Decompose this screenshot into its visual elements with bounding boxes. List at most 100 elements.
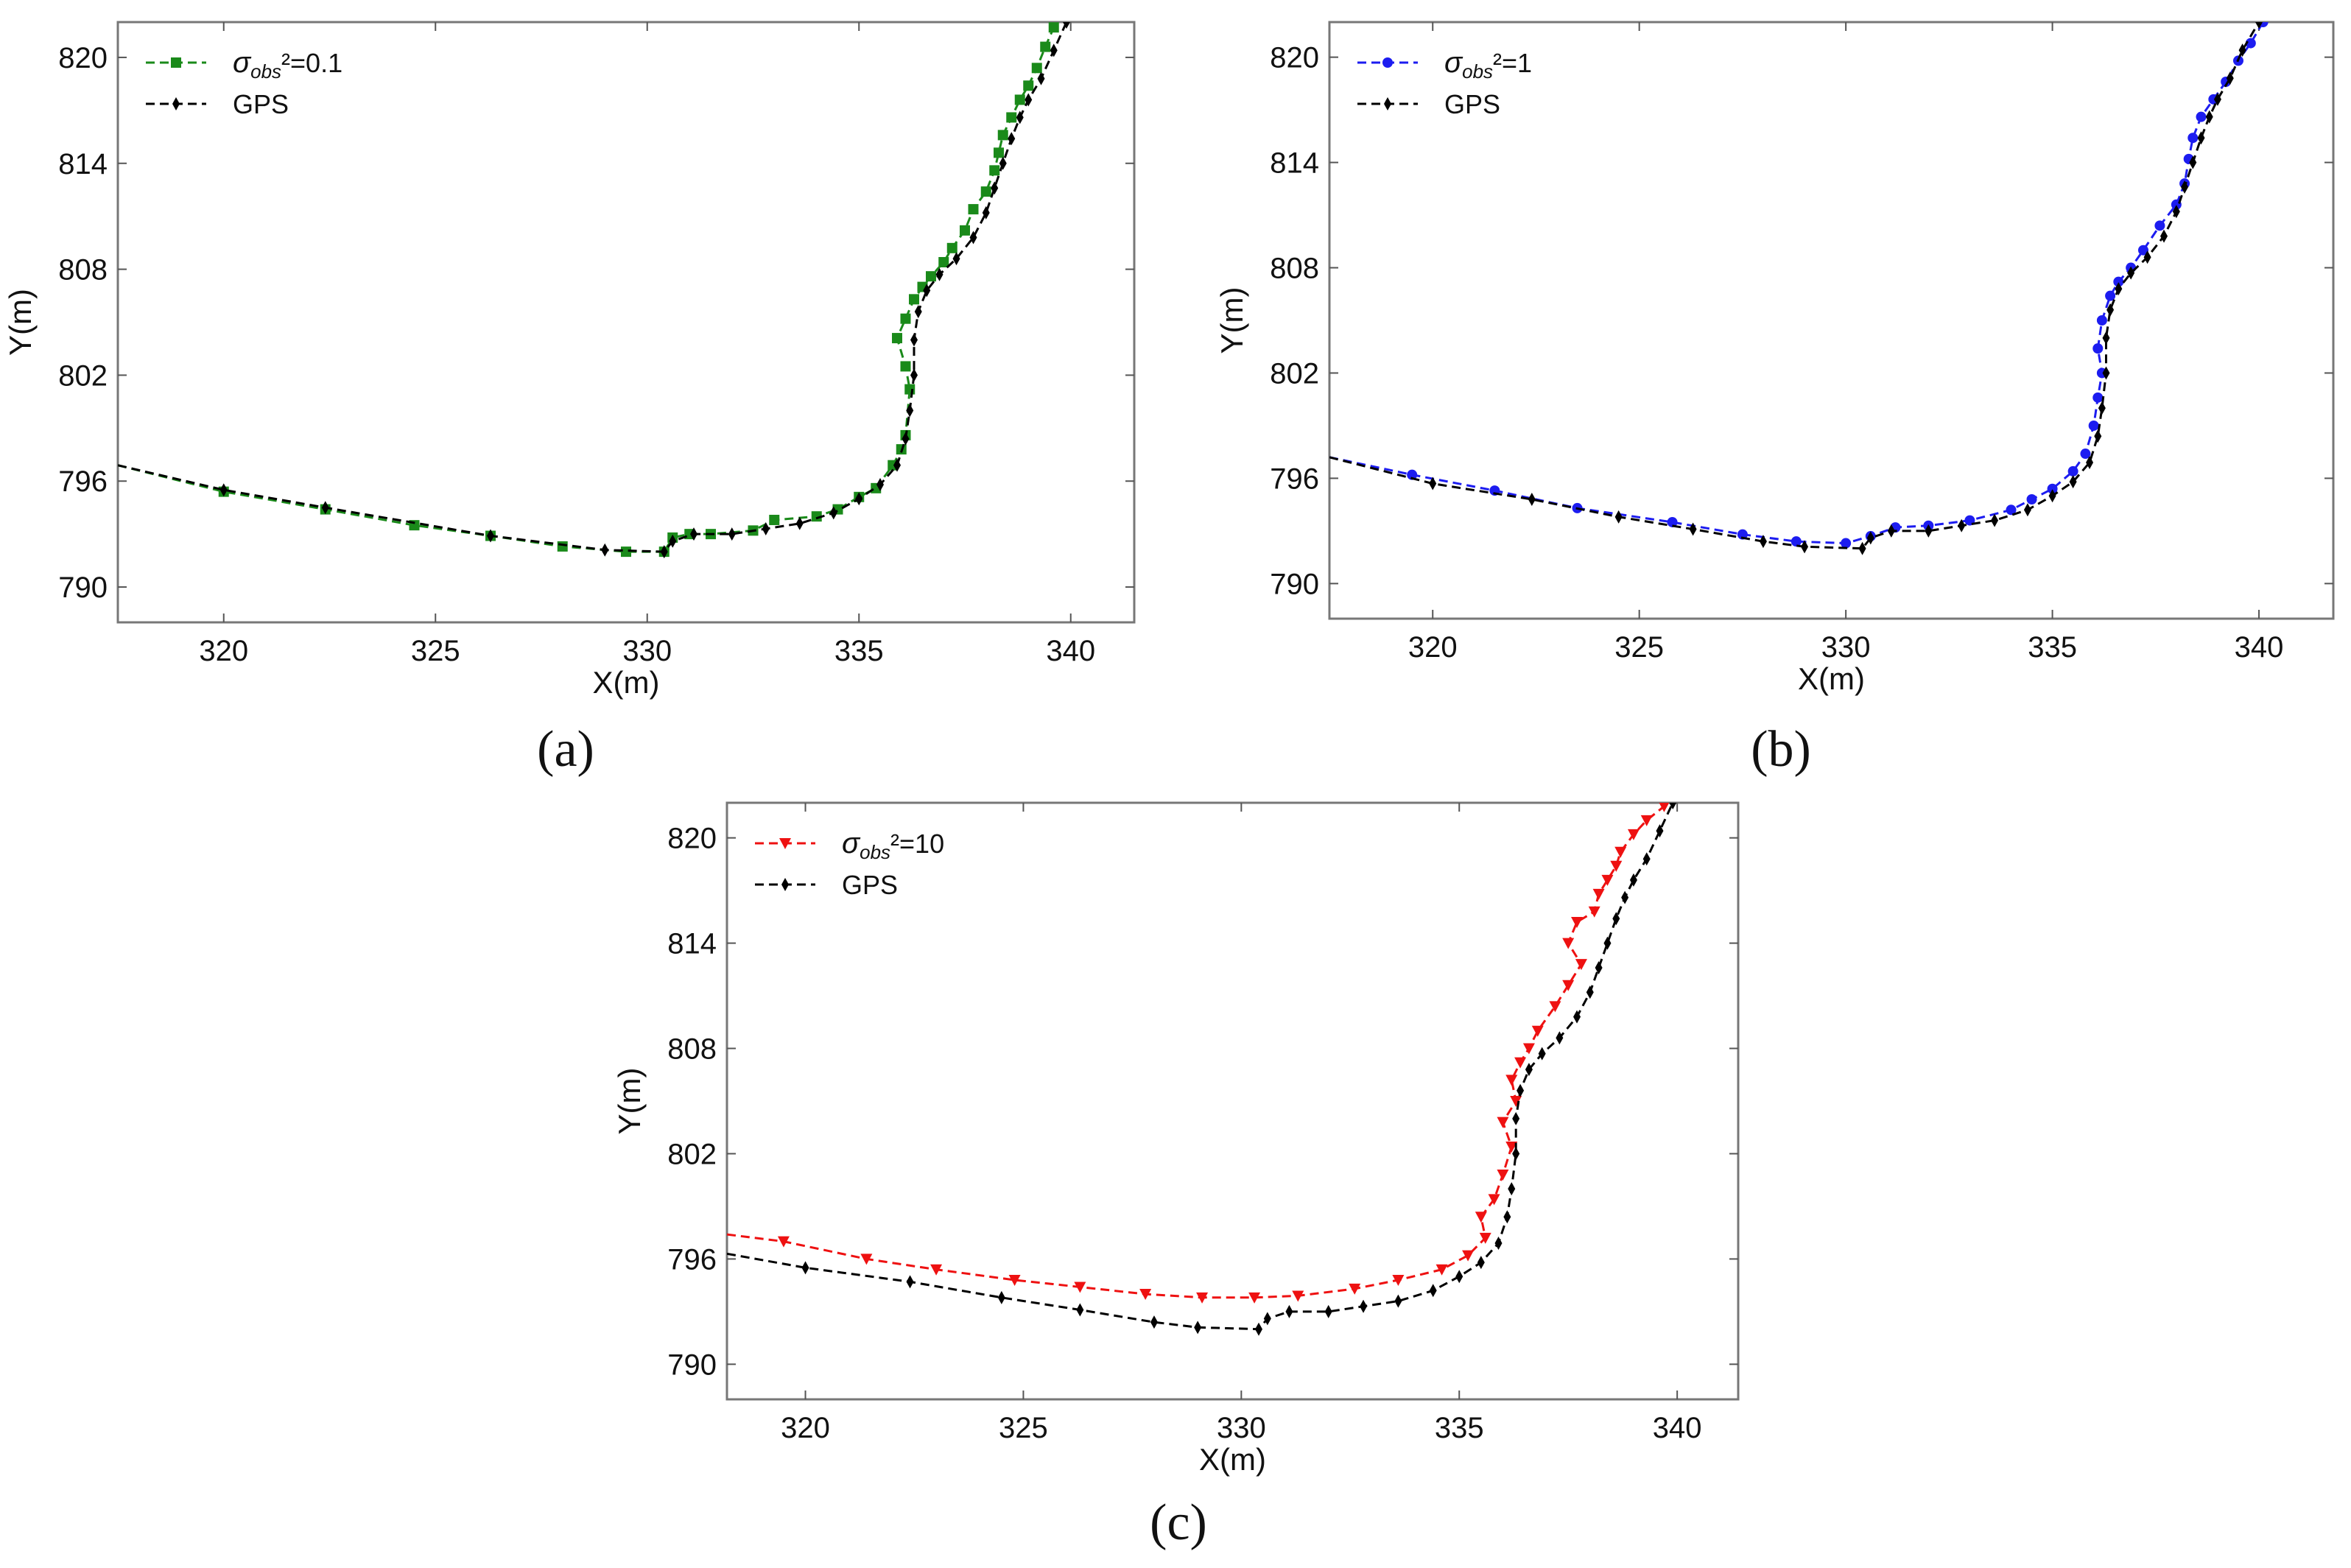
gps-point xyxy=(1150,1315,1158,1329)
x-axis-label: X(m) xyxy=(1798,661,1865,696)
gps-point xyxy=(914,305,922,319)
estimate-point xyxy=(2067,465,2078,477)
estimate-point xyxy=(930,1264,943,1276)
x-tick-label: 340 xyxy=(2235,631,2284,664)
gps-point xyxy=(1621,890,1629,904)
estimate-point xyxy=(1522,1043,1535,1055)
estimate-point xyxy=(1292,1290,1304,1302)
x-tick-label: 325 xyxy=(411,635,460,667)
estimate-point xyxy=(946,242,957,253)
estimate-point xyxy=(2092,343,2104,354)
legend-label-gps: GPS xyxy=(233,89,289,119)
y-tick-label: 814 xyxy=(1270,147,1319,180)
gps-point xyxy=(487,529,494,543)
legend-subscript: obs xyxy=(860,841,890,863)
gps-point xyxy=(1669,803,1677,809)
chart-panel-a: 320 325 330 335 340 790 796 802 808 814 820 X(m) Y(m… xyxy=(3,21,1136,700)
gps-point xyxy=(1759,535,1767,549)
gps-point xyxy=(2213,92,2221,106)
gps-point xyxy=(1525,1063,1533,1077)
gps-point xyxy=(801,1261,809,1275)
estimate-point xyxy=(968,204,979,215)
gps-point xyxy=(2069,475,2077,489)
y-tick-label: 820 xyxy=(58,42,108,74)
gps-point xyxy=(1016,110,1024,124)
gps-point xyxy=(1429,477,1437,491)
estimate-point xyxy=(2113,276,2124,287)
estimate-point xyxy=(900,361,911,372)
gps-point xyxy=(1063,22,1070,29)
estimate-point xyxy=(1031,63,1042,74)
gps-point xyxy=(795,516,804,530)
gps-point xyxy=(1656,824,1664,838)
gps-point xyxy=(969,231,977,245)
gps-point xyxy=(2181,180,2189,194)
series-group xyxy=(727,803,1677,1336)
estimate-point xyxy=(1510,1096,1522,1107)
legend-sigma: σ xyxy=(842,827,861,859)
estimate-point xyxy=(777,1236,790,1248)
estimate-point xyxy=(1531,1025,1544,1037)
gps-point xyxy=(1503,1210,1511,1224)
y-tick-label: 820 xyxy=(667,823,717,855)
estimate-point xyxy=(1505,1075,1518,1086)
legend: σobs²=1 GPS xyxy=(1357,46,1532,119)
estimate-point xyxy=(1248,1292,1261,1304)
gps-point xyxy=(2189,155,2197,169)
x-tick-label: 335 xyxy=(2028,631,2077,664)
gps-point xyxy=(1887,524,1895,538)
legend-marker xyxy=(172,97,180,110)
x-tick-label: 330 xyxy=(622,635,672,667)
legend-marker xyxy=(779,838,791,849)
y-tick-label: 820 xyxy=(1270,42,1319,74)
caption-c: (c) xyxy=(1150,1494,1207,1551)
gps-point xyxy=(1614,510,1623,524)
estimate-point xyxy=(2245,38,2256,49)
estimate-point xyxy=(1601,874,1614,886)
gps-point xyxy=(1689,522,1697,536)
y-tick-label: 808 xyxy=(667,1033,717,1066)
gps-point xyxy=(910,333,918,347)
gps-point xyxy=(855,492,863,506)
gps-point xyxy=(1801,540,1809,554)
estimate-point xyxy=(1610,860,1623,872)
estimate-point xyxy=(900,313,911,324)
gps-point xyxy=(1455,1270,1463,1284)
gps-point xyxy=(1025,93,1033,107)
gps-point xyxy=(2143,250,2151,264)
gps-point xyxy=(1512,1111,1520,1125)
gps-point xyxy=(829,506,837,520)
gps-point xyxy=(952,252,960,266)
estimate-point xyxy=(994,147,1004,158)
y-tick-label: 808 xyxy=(1270,253,1319,285)
gps-point xyxy=(876,478,884,492)
gps-point xyxy=(2102,366,2110,380)
gps-point xyxy=(1194,1321,1202,1335)
estimate-point xyxy=(621,546,631,558)
series-line-gps xyxy=(1329,22,2260,550)
estimate-point xyxy=(1588,906,1600,918)
gps-point xyxy=(2226,71,2234,85)
x-tick-label: 320 xyxy=(199,635,248,667)
x-tick-label: 330 xyxy=(1821,631,1871,664)
legend-sigma: σ xyxy=(1444,46,1463,79)
legend-superscript: ²=1 xyxy=(1493,48,1532,78)
series-group xyxy=(118,22,1070,559)
x-tick-label: 340 xyxy=(1653,1412,1702,1444)
gps-point xyxy=(1642,852,1651,866)
gps-point xyxy=(2048,489,2056,503)
estimate-point xyxy=(1462,1250,1475,1262)
legend-label-estimate: σobs²=1 xyxy=(1444,46,1532,82)
y-tick-label: 796 xyxy=(1270,463,1319,495)
gps-point xyxy=(1512,1147,1520,1161)
estimate-point xyxy=(557,541,568,552)
estimate-point xyxy=(2047,483,2058,494)
estimate-point xyxy=(1614,846,1627,858)
gps-point xyxy=(1394,1294,1402,1308)
legend-label-estimate: σobs²=0.1 xyxy=(233,46,342,82)
estimate-point xyxy=(1571,917,1584,928)
gps-point xyxy=(762,521,770,535)
gps-point xyxy=(1324,1304,1332,1318)
gps-point xyxy=(935,267,943,281)
estimate-point xyxy=(892,333,902,344)
